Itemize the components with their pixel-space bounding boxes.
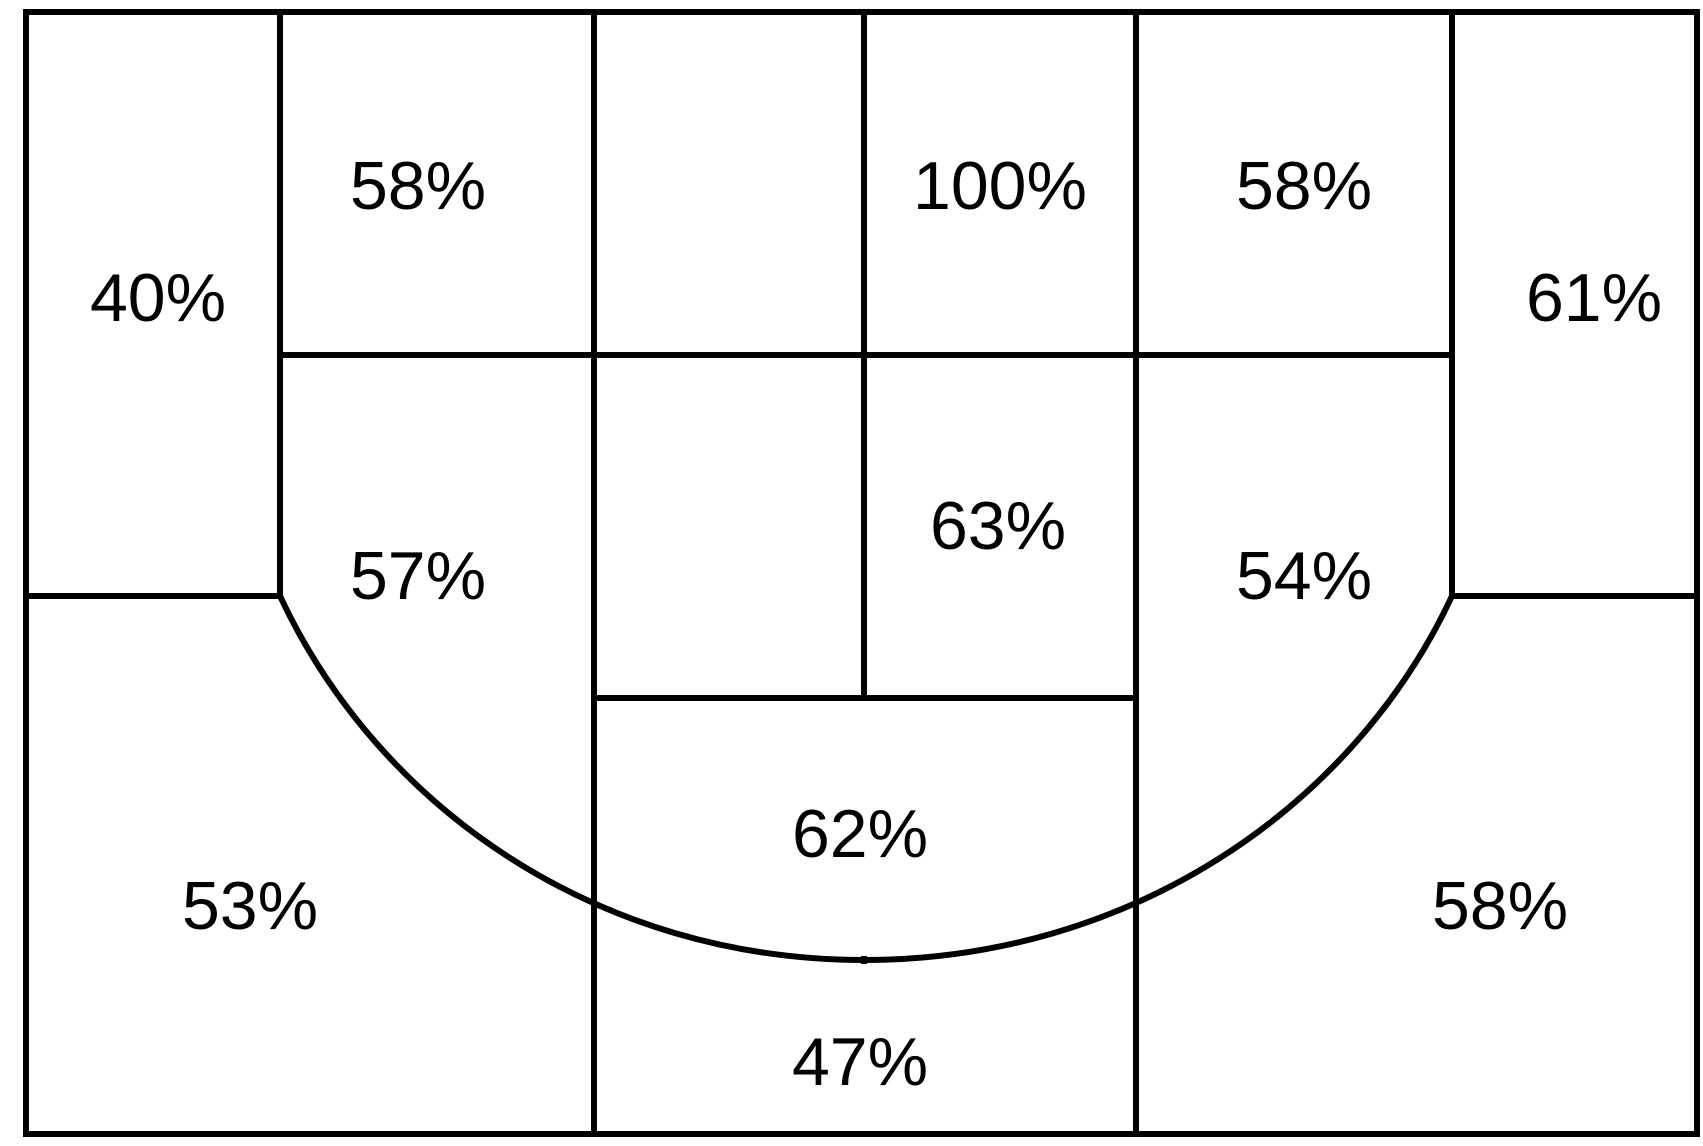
zone-label-center-middle-right: 63% [930, 488, 1066, 564]
zone-label-center-deep: 47% [792, 1024, 928, 1100]
zone-label-center-top-right: 100% [913, 148, 1087, 224]
zone-label-left-corner-upper: 40% [90, 260, 226, 336]
three-point-arc [277, 594, 1455, 964]
zone-label-left-elbow: 57% [350, 538, 486, 614]
zone-label-left-deep: 53% [182, 868, 318, 944]
zone-label-right-wing-upper: 58% [1236, 148, 1372, 224]
zone-label-top-of-key: 62% [792, 796, 928, 872]
zone-label-right-corner-upper: 61% [1526, 260, 1662, 336]
zone-label-right-deep: 58% [1432, 868, 1568, 944]
zone-label-left-wing-upper: 58% [350, 148, 486, 224]
zone-label-right-elbow: 54% [1236, 538, 1372, 614]
